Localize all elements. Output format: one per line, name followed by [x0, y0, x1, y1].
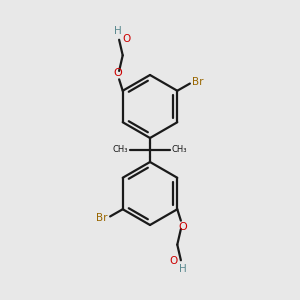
Text: O: O [169, 256, 178, 266]
Text: CH₃: CH₃ [112, 146, 128, 154]
Text: Br: Br [96, 213, 108, 223]
Text: H: H [114, 26, 122, 36]
Text: O: O [122, 34, 130, 44]
Text: Br: Br [192, 77, 204, 87]
Text: CH₃: CH₃ [172, 146, 188, 154]
Text: O: O [178, 222, 187, 232]
Text: H: H [178, 264, 186, 274]
Text: O: O [113, 68, 122, 78]
